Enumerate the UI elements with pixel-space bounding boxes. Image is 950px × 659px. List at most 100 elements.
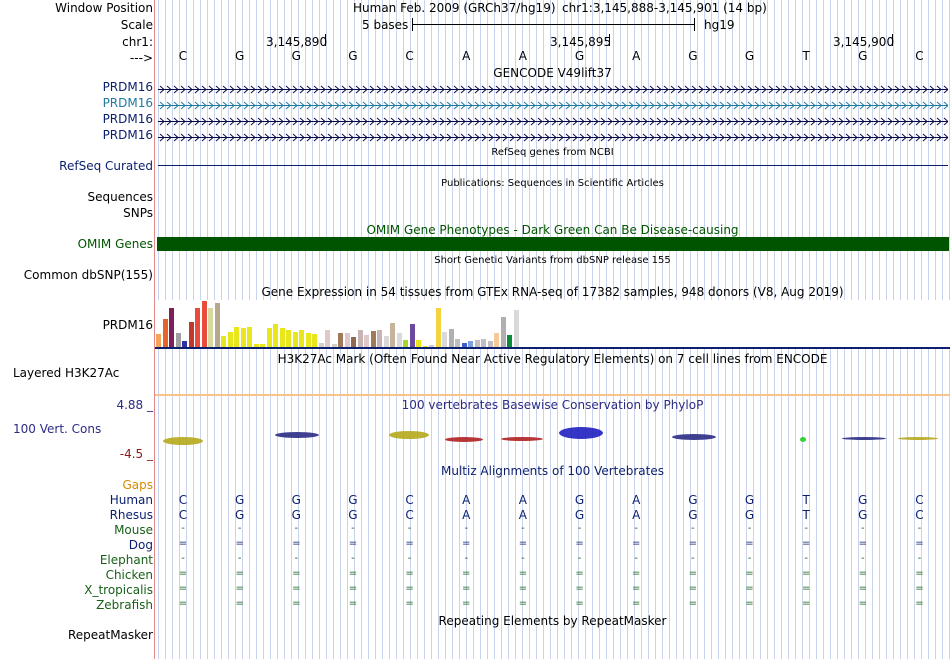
- alignment-char: =: [518, 538, 528, 549]
- refseq-curated-label[interactable]: RefSeq Curated: [59, 159, 153, 173]
- gtex-tissue-bar[interactable]: [429, 345, 434, 347]
- prdm16-transcript-label-3[interactable]: PRDM16: [102, 112, 153, 126]
- alignment-char: -: [747, 553, 752, 564]
- gencode-transcript-4[interactable]: [158, 131, 949, 142]
- gtex-tissue-bar[interactable]: [305, 333, 311, 347]
- gtex-tissue-bar[interactable]: [312, 334, 317, 347]
- species-label[interactable]: Zebrafish: [96, 598, 153, 612]
- species-label[interactable]: Chicken: [105, 568, 153, 582]
- gtex-tissue-bar[interactable]: [201, 301, 207, 347]
- species-label[interactable]: X_tropicalis: [84, 583, 153, 597]
- gtex-tissue-bar[interactable]: [416, 340, 421, 347]
- gtex-tissue-bar[interactable]: [442, 332, 447, 347]
- gtex-tissue-bar[interactable]: [279, 328, 285, 347]
- gtex-tissue-bar[interactable]: [169, 308, 174, 347]
- gtex-tissue-bar[interactable]: [247, 327, 252, 347]
- h3k27ac-signal-line[interactable]: [155, 394, 950, 396]
- species-label[interactable]: Mouse: [114, 523, 153, 537]
- gtex-tissue-bar[interactable]: [500, 317, 506, 347]
- gtex-tissue-bar[interactable]: [481, 339, 486, 347]
- gtex-tissue-bar[interactable]: [266, 328, 272, 347]
- gtex-tissue-bar[interactable]: [357, 330, 363, 347]
- gtex-tissue-bar[interactable]: [507, 335, 512, 347]
- gtex-tissue-bar[interactable]: [474, 340, 480, 347]
- prdm16-transcript-label-4[interactable]: PRDM16: [102, 128, 153, 142]
- gtex-tissue-bar[interactable]: [364, 335, 369, 347]
- gtex-tissue-bar[interactable]: [240, 328, 246, 347]
- alignment-char: -: [237, 523, 242, 534]
- species-label[interactable]: Gaps: [122, 478, 153, 492]
- alignment-char: -: [521, 553, 525, 564]
- omim-gene-bar[interactable]: [157, 237, 949, 251]
- alignment-char: =: [575, 538, 584, 549]
- gtex-tissue-bar[interactable]: [351, 337, 356, 347]
- gtex-tissue-bar[interactable]: [227, 332, 233, 347]
- dbsnp-track-title: Short Genetic Variants from dbSNP releas…: [434, 255, 671, 266]
- gtex-tissue-bar[interactable]: [331, 344, 337, 347]
- base-letter: G: [744, 49, 755, 63]
- gencode-transcript-1[interactable]: [158, 83, 949, 94]
- gtex-tissue-bar[interactable]: [292, 332, 298, 347]
- vert-cons-label[interactable]: 100 Vert. Cons: [13, 422, 102, 436]
- gtex-tissue-bar[interactable]: [188, 322, 194, 347]
- gtex-tissue-bar[interactable]: [461, 343, 467, 347]
- gtex-tissue-bar[interactable]: [286, 330, 291, 347]
- repeatmasker-label[interactable]: RepeatMasker: [67, 628, 153, 642]
- gtex-tissue-bar[interactable]: [448, 329, 454, 347]
- gtex-tissue-bar[interactable]: [468, 341, 473, 347]
- alignment-char: G: [574, 493, 585, 507]
- gtex-tissue-bar[interactable]: [403, 340, 408, 347]
- gtex-tissue-bar[interactable]: [344, 333, 350, 347]
- species-label[interactable]: Elephant: [99, 553, 153, 567]
- conservation-letter-mark: [163, 437, 203, 445]
- gtex-tissue-bar[interactable]: [383, 336, 389, 347]
- gtex-tissue-bar[interactable]: [273, 324, 278, 347]
- gtex-tissue-bar[interactable]: [338, 333, 343, 347]
- gtex-tissue-bar[interactable]: [409, 324, 415, 347]
- gtex-tissue-bar[interactable]: [390, 323, 395, 347]
- gtex-tissue-bar[interactable]: [370, 331, 376, 347]
- gtex-tissue-bar[interactable]: [377, 330, 382, 347]
- gtex-tissue-bar[interactable]: [208, 308, 213, 347]
- gtex-tissue-bar[interactable]: [175, 333, 181, 347]
- snps-label[interactable]: SNPs: [123, 206, 153, 220]
- species-label[interactable]: Dog: [128, 538, 153, 552]
- refseq-gene-line[interactable]: [158, 165, 948, 166]
- sequences-label[interactable]: Sequences: [87, 190, 153, 204]
- gtex-tissue-bar[interactable]: [156, 334, 161, 347]
- species-label[interactable]: Rhesus: [109, 508, 153, 522]
- alignment-char: C: [405, 493, 414, 507]
- species-label[interactable]: Human: [109, 493, 153, 507]
- gtex-tissue-bar[interactable]: [435, 308, 441, 347]
- gtex-tissue-bar[interactable]: [422, 346, 428, 347]
- omim-genes-label[interactable]: OMIM Genes: [77, 237, 153, 251]
- gtex-tissue-bar[interactable]: [221, 336, 226, 347]
- gtex-tissue-bar[interactable]: [195, 308, 200, 347]
- gtex-tissue-bar[interactable]: [299, 330, 304, 347]
- gtex-tissue-bar[interactable]: [260, 344, 265, 347]
- gencode-transcript-2[interactable]: [158, 99, 949, 110]
- gtex-tissue-bar[interactable]: [325, 330, 330, 347]
- prdm16-transcript-label-2[interactable]: PRDM16: [102, 96, 153, 110]
- gtex-tissue-bar[interactable]: [162, 319, 168, 347]
- gtex-tissue-bar[interactable]: [513, 310, 519, 347]
- gtex-tissue-bar[interactable]: [318, 343, 324, 347]
- gtex-tissue-bar[interactable]: [234, 327, 239, 347]
- gtex-tissue-bar[interactable]: [494, 333, 499, 347]
- alignment-char: =: [631, 538, 641, 549]
- prdm16-transcript-label-1[interactable]: PRDM16: [102, 80, 153, 94]
- gtex-tissue-bar[interactable]: [182, 341, 187, 347]
- alignment-char: =: [915, 598, 924, 609]
- gtex-gene-label[interactable]: PRDM16: [102, 318, 153, 332]
- gencode-transcript-3[interactable]: [158, 115, 949, 126]
- layered-h3k27ac-label[interactable]: Layered H3K27Ac: [13, 366, 120, 380]
- alignment-char: =: [745, 568, 754, 579]
- common-dbsnp-label[interactable]: Common dbSNP(155): [23, 268, 153, 282]
- alignment-char: =: [518, 583, 528, 594]
- gtex-tissue-bar[interactable]: [214, 303, 220, 347]
- gtex-tissue-bar[interactable]: [253, 344, 259, 347]
- alignment-char: =: [688, 568, 698, 579]
- gtex-tissue-bar[interactable]: [487, 341, 493, 347]
- gtex-tissue-bar[interactable]: [396, 333, 402, 347]
- gtex-tissue-bar[interactable]: [455, 339, 460, 347]
